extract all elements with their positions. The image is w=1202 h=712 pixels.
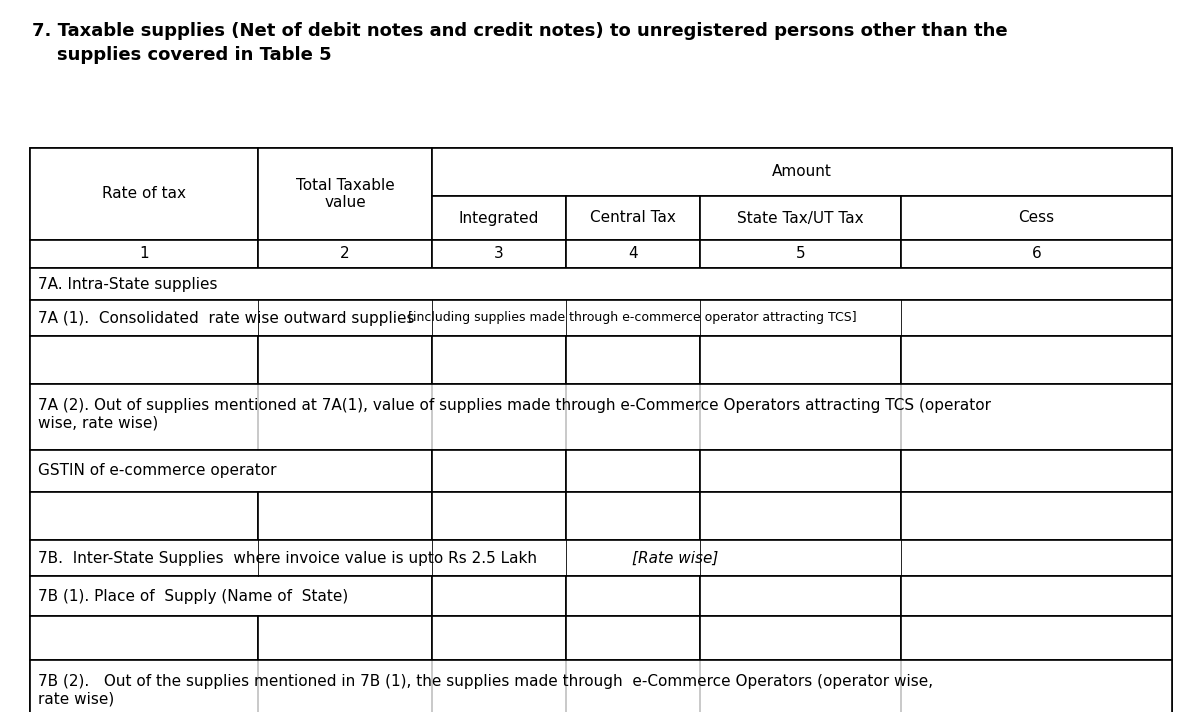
Bar xyxy=(30,616,258,660)
Text: 7B (2).   Out of the supplies mentioned in 7B (1), the supplies made through  e-: 7B (2). Out of the supplies mentioned in… xyxy=(38,674,933,689)
Bar xyxy=(902,492,1172,540)
Bar xyxy=(700,450,902,492)
Bar xyxy=(700,576,902,616)
Bar xyxy=(700,240,902,268)
Bar xyxy=(432,616,566,660)
Bar xyxy=(432,492,566,540)
Text: Amount: Amount xyxy=(772,164,832,179)
Text: 6: 6 xyxy=(1031,246,1041,261)
Text: 7A (1).  Consolidated  rate wise outward supplies: 7A (1). Consolidated rate wise outward s… xyxy=(38,310,419,325)
Bar xyxy=(30,148,258,240)
Bar xyxy=(566,336,700,384)
Text: 7A (2). Out of supplies mentioned at 7A(1), value of supplies made through e-Com: 7A (2). Out of supplies mentioned at 7A(… xyxy=(38,398,990,413)
Bar xyxy=(30,450,432,492)
Bar xyxy=(902,450,1172,492)
Bar xyxy=(566,576,700,616)
Bar xyxy=(700,492,902,540)
Text: 1: 1 xyxy=(139,246,149,261)
Bar xyxy=(432,336,566,384)
Bar xyxy=(30,576,432,616)
Bar xyxy=(700,616,902,660)
Bar xyxy=(902,240,1172,268)
Text: Cess: Cess xyxy=(1018,211,1054,226)
Text: [including supplies made through e-commerce operator attracting TCS]: [including supplies made through e-comme… xyxy=(407,312,857,325)
Text: GSTIN of e-commerce operator: GSTIN of e-commerce operator xyxy=(38,464,276,478)
Bar xyxy=(566,616,700,660)
Text: 4: 4 xyxy=(629,246,638,261)
Text: State Tax/UT Tax: State Tax/UT Tax xyxy=(737,211,864,226)
Text: [Rate wise]: [Rate wise] xyxy=(632,550,719,565)
Bar xyxy=(30,540,1172,576)
Bar xyxy=(258,148,432,240)
Text: 3: 3 xyxy=(494,246,504,261)
Bar xyxy=(902,576,1172,616)
Bar xyxy=(566,196,700,240)
Text: Central Tax: Central Tax xyxy=(590,211,676,226)
Text: supplies covered in Table 5: supplies covered in Table 5 xyxy=(32,46,332,64)
Bar xyxy=(432,196,566,240)
Text: 7. Taxable supplies (Net of debit notes and credit notes) to unregistered person: 7. Taxable supplies (Net of debit notes … xyxy=(32,22,1007,40)
Text: 2: 2 xyxy=(340,246,350,261)
Text: Rate of tax: Rate of tax xyxy=(102,187,186,201)
Bar xyxy=(30,336,258,384)
Bar xyxy=(30,268,1172,300)
Bar xyxy=(902,616,1172,660)
Bar xyxy=(258,336,432,384)
Bar xyxy=(566,492,700,540)
Bar xyxy=(432,576,566,616)
Bar xyxy=(258,616,432,660)
Bar xyxy=(700,336,902,384)
Bar xyxy=(566,240,700,268)
Bar xyxy=(432,148,1172,196)
Text: 7B (1). Place of  Supply (Name of  State): 7B (1). Place of Supply (Name of State) xyxy=(38,589,349,604)
Text: 7B.  Inter-State Supplies  where invoice value is upto Rs 2.5 Lakh: 7B. Inter-State Supplies where invoice v… xyxy=(38,550,542,565)
Text: 5: 5 xyxy=(796,246,805,261)
Bar xyxy=(566,450,700,492)
Bar xyxy=(30,384,1172,450)
Bar xyxy=(30,300,1172,336)
Text: rate wise): rate wise) xyxy=(38,692,114,707)
Bar xyxy=(902,336,1172,384)
Bar xyxy=(902,196,1172,240)
Bar xyxy=(30,492,258,540)
Text: wise, rate wise): wise, rate wise) xyxy=(38,416,159,431)
Text: 7A. Intra-State supplies: 7A. Intra-State supplies xyxy=(38,276,218,291)
Bar xyxy=(258,240,432,268)
Bar xyxy=(30,240,258,268)
Bar xyxy=(432,240,566,268)
Bar xyxy=(700,196,902,240)
Bar xyxy=(432,450,566,492)
Text: Integrated: Integrated xyxy=(459,211,540,226)
Text: Total Taxable
value: Total Taxable value xyxy=(296,178,394,210)
Bar xyxy=(30,660,1172,712)
Bar xyxy=(258,492,432,540)
